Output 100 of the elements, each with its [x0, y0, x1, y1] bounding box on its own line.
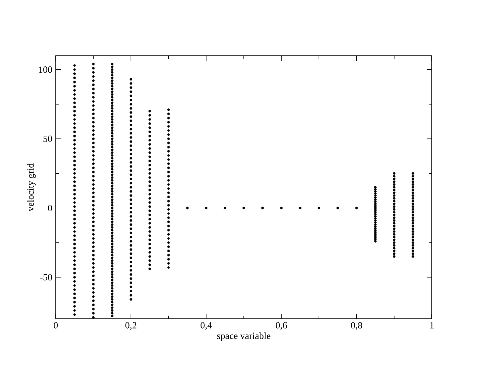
point: [148, 110, 152, 113]
point: [130, 94, 132, 98]
point: [374, 221, 377, 224]
point: [412, 175, 415, 178]
point: [412, 178, 415, 180]
point: [393, 219, 396, 222]
point: [148, 134, 152, 138]
point: [130, 90, 132, 94]
point: [168, 170, 170, 174]
x-tick-label: 0,4: [200, 322, 212, 330]
point: [168, 233, 170, 236]
point: [148, 201, 152, 204]
point: [148, 210, 152, 212]
point: [412, 242, 415, 244]
point: [412, 194, 415, 198]
point: [168, 204, 170, 207]
point: [412, 214, 415, 216]
point: [393, 178, 396, 180]
point: [205, 206, 208, 210]
point: [374, 200, 377, 204]
point: [130, 219, 132, 222]
point: [148, 172, 152, 175]
x-tick-label: 0,8: [351, 322, 362, 330]
point: [412, 228, 415, 230]
point: [130, 211, 132, 214]
point: [168, 208, 170, 211]
point: [148, 193, 152, 196]
point: [168, 258, 170, 261]
point: [412, 219, 415, 222]
point: [186, 206, 189, 210]
point: [393, 216, 396, 220]
point: [168, 108, 170, 112]
point: [148, 188, 152, 192]
point: [130, 148, 132, 152]
point: [130, 298, 132, 301]
point: [374, 224, 377, 226]
point: [393, 214, 396, 216]
point: [148, 218, 152, 221]
point: [374, 196, 377, 200]
point: [168, 134, 170, 136]
point: [393, 208, 396, 211]
point: [374, 188, 377, 191]
y-tick-label: 50: [44, 136, 52, 142]
point: [148, 122, 152, 126]
point: [168, 237, 170, 240]
point: [148, 152, 152, 154]
point: [374, 217, 377, 220]
point: [130, 248, 132, 252]
point: [168, 125, 170, 128]
point: [168, 138, 170, 140]
point: [168, 166, 170, 170]
point: [412, 211, 415, 214]
point: [148, 118, 152, 121]
point: [412, 180, 415, 184]
point: [130, 178, 132, 180]
point: [148, 238, 152, 242]
point: [130, 186, 132, 189]
point: [393, 192, 396, 194]
point: [130, 273, 132, 276]
point: [130, 120, 132, 122]
point: [130, 290, 132, 293]
point: [130, 132, 132, 135]
point: [130, 190, 132, 193]
point: [412, 206, 415, 208]
point: [168, 216, 170, 220]
point: [130, 182, 132, 185]
point: [393, 247, 396, 250]
point: [168, 112, 170, 116]
point: [168, 158, 170, 162]
point: [393, 186, 396, 189]
point: [393, 252, 396, 256]
point: [393, 224, 396, 228]
point: [130, 244, 132, 247]
point: [130, 152, 132, 156]
point: [168, 254, 170, 257]
point: [242, 206, 246, 210]
point: [374, 202, 377, 206]
point: [148, 226, 152, 229]
x-tick-label: 1: [430, 322, 434, 329]
point: [393, 188, 396, 192]
point: [168, 212, 170, 216]
point: [356, 206, 358, 210]
point: [130, 170, 132, 172]
point: [412, 236, 415, 239]
point: [299, 206, 302, 210]
point: [374, 240, 377, 243]
point: [374, 234, 377, 237]
point: [412, 197, 415, 200]
point: [130, 232, 132, 234]
point: [148, 168, 152, 171]
point: [130, 282, 132, 284]
point: [393, 183, 396, 186]
point: [168, 121, 170, 124]
point: [130, 294, 132, 297]
point: [130, 224, 132, 226]
point: [130, 240, 132, 243]
point: [374, 206, 377, 210]
point: [148, 264, 152, 266]
point: [412, 250, 415, 252]
point: [412, 192, 415, 194]
